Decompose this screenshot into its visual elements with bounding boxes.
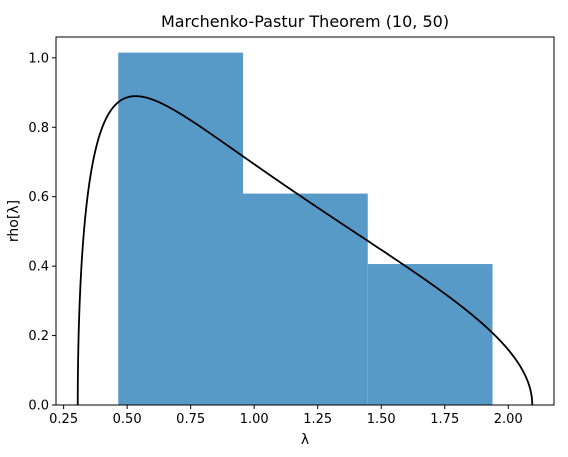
plot-frame — [55, 36, 555, 406]
density-curve-line — [76, 95, 534, 405]
histogram-bar-0 — [118, 52, 244, 405]
x-tick-label: 2.00 — [494, 412, 523, 427]
y-tick-label: 0.0 — [28, 399, 49, 414]
x-tick-label: 1.25 — [303, 412, 332, 427]
histogram-bars — [118, 52, 493, 405]
y-tick-label: 0.8 — [28, 121, 49, 136]
x-tick-label: 0.75 — [176, 412, 205, 427]
y-tick-label: 1.0 — [28, 51, 49, 66]
density-curve — [76, 95, 534, 405]
x-tick-label: 1.75 — [430, 412, 459, 427]
x-tick-label: 1.00 — [240, 412, 269, 427]
chart-title: Marchenko-Pastur Theorem (10, 50) — [161, 12, 449, 31]
x-tick-label: 1.50 — [367, 412, 396, 427]
x-tick-label: 0.50 — [113, 412, 142, 427]
y-axis-label: rho[λ] — [6, 200, 22, 242]
y-axis-ticks: 0.0 0.2 0.4 0.6 0.8 1.0 — [28, 51, 56, 414]
x-axis-label: λ — [301, 432, 309, 448]
x-tick-label: 0.25 — [49, 412, 78, 427]
histogram-bar-1 — [243, 193, 368, 405]
y-tick-label: 0.2 — [28, 329, 49, 344]
y-tick-label: 0.6 — [28, 190, 49, 205]
y-tick-label: 0.4 — [28, 260, 49, 275]
histogram-bar-2 — [367, 264, 493, 405]
x-axis-ticks: 0.25 0.50 0.75 1.00 1.25 1.50 1.75 2.00 — [49, 405, 523, 427]
